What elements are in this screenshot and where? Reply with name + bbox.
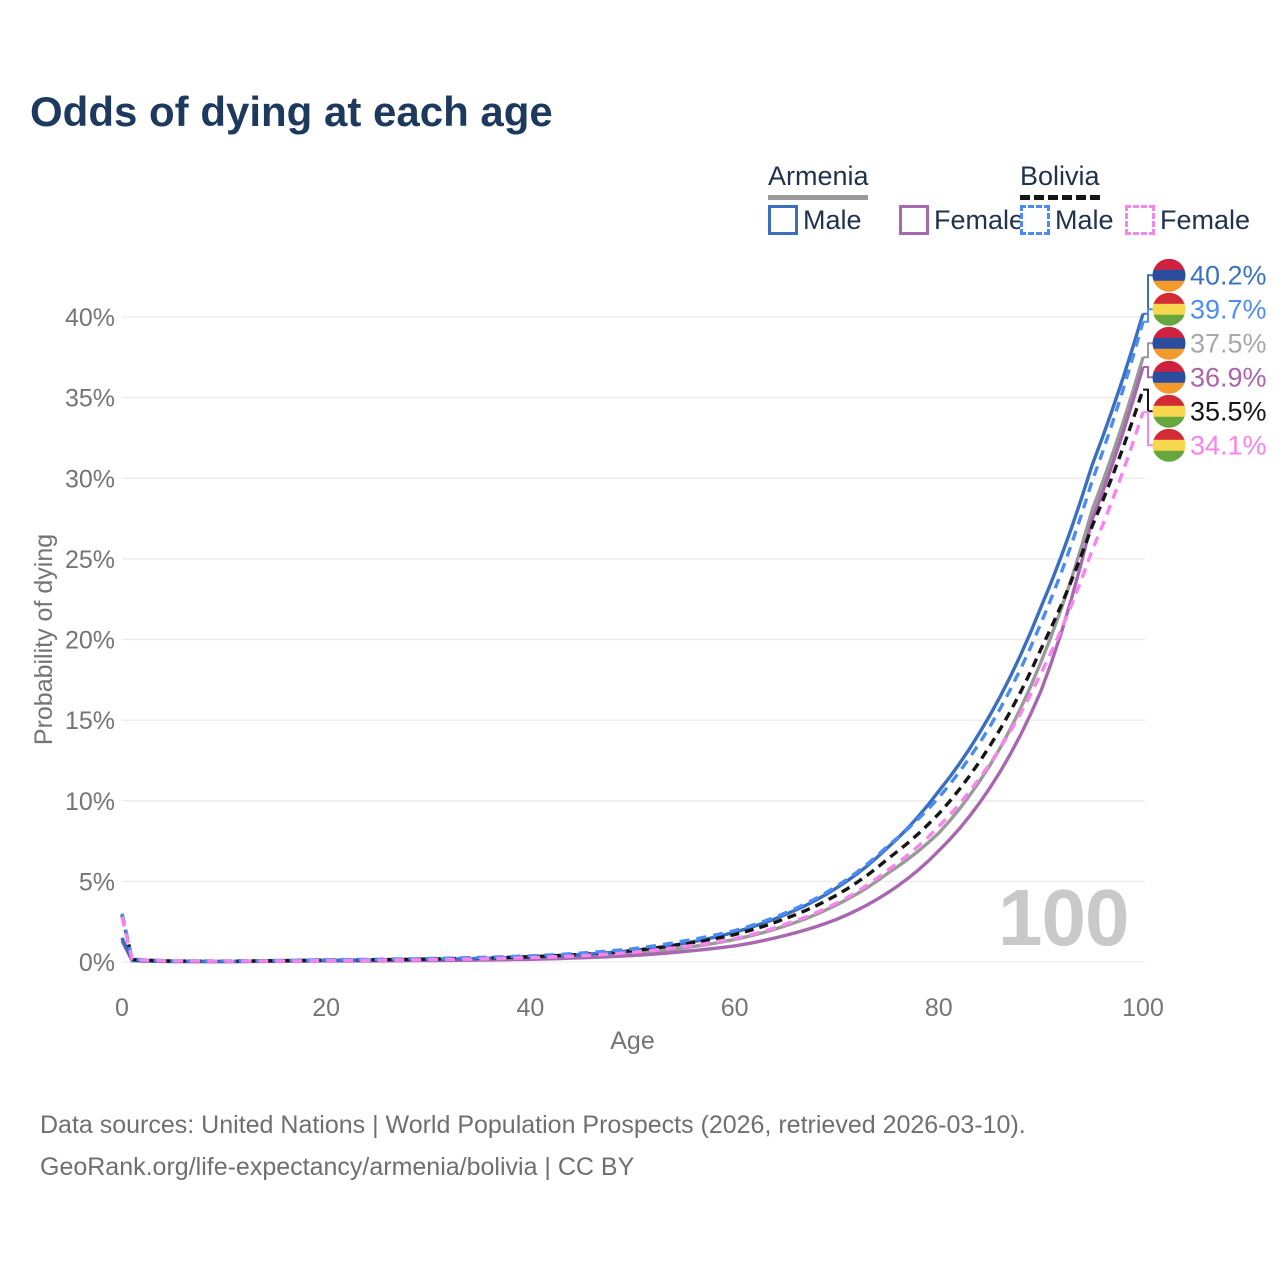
flag-stripe: [1152, 371, 1186, 384]
y-tick-20%: 20%: [65, 627, 115, 655]
y-tick-40%: 40%: [65, 304, 115, 332]
legend-item-bolivia-female[interactable]: Female: [1125, 204, 1250, 236]
y-tick-25%: 25%: [65, 546, 115, 574]
flag-stripe: [1152, 280, 1186, 292]
x-tick-60: 60: [721, 994, 749, 1022]
y-tick-10%: 10%: [65, 788, 115, 816]
legend-item-armenia-female[interactable]: Female: [899, 204, 1024, 236]
legend-item-label: Male: [803, 204, 862, 235]
flag-stripe: [1152, 292, 1186, 305]
flag-stripe: [1152, 326, 1186, 339]
flag-stripe: [1152, 382, 1186, 394]
x-tick-80: 80: [925, 994, 953, 1022]
armenia-flag-icon: [1152, 258, 1186, 292]
data-source-text: Data sources: United Nations | World Pop…: [40, 1111, 1026, 1139]
bolivia-female-swatch-icon: [1125, 205, 1155, 235]
flag-stripe: [1152, 394, 1186, 407]
end-label-bolivia-male: 39.7%: [1190, 294, 1267, 324]
armenia-female-swatch-icon: [899, 205, 929, 235]
attribution-text: GeoRank.org/life-expectancy/armenia/boli…: [40, 1153, 635, 1181]
line-chart: 0% 5% 10% 15% 20% 25% 30% 35% 40% 0 20 40 60 80 100 Age…: [30, 258, 1267, 1055]
leader-line-armenia-male: [1143, 274, 1153, 315]
x-tick-40: 40: [516, 994, 544, 1022]
flag-stripe: [1152, 450, 1186, 462]
armenia-male-swatch-icon: [768, 205, 798, 235]
legend-country-bolivia-label: Bolivia: [1020, 161, 1100, 191]
legend-item-label: Male: [1055, 204, 1114, 235]
y-tick-30%: 30%: [65, 465, 115, 493]
x-tick-100: 100: [1122, 994, 1164, 1022]
y-tick-0%: 0%: [79, 949, 115, 977]
flag-stripe: [1152, 405, 1186, 418]
legend-item-label: Female: [934, 204, 1025, 235]
age-indicator-watermark: 100: [998, 873, 1129, 962]
bolivia-line-style-sample: [1020, 195, 1100, 200]
end-label-armenia-both: 37.5%: [1190, 328, 1267, 358]
bolivia-flag-icon: [1152, 292, 1186, 326]
page-title: Odds of dying at each age: [30, 88, 553, 135]
bolivia-flag-icon: [1152, 428, 1186, 462]
footer: Data sources: United Nations | World Pop…: [40, 1104, 1026, 1188]
flag-stripe: [1152, 269, 1186, 282]
line-armenia-female[interactable]: [120, 366, 1145, 964]
leader-line-bolivia-male: [1143, 308, 1153, 323]
flag-stripe: [1152, 258, 1186, 271]
bolivia-male-swatch-icon: [1020, 205, 1050, 235]
y-tick-35%: 35%: [65, 385, 115, 413]
flag-stripe: [1152, 428, 1186, 441]
flag-stripe: [1152, 348, 1186, 360]
end-label-bolivia-both: 35.5%: [1190, 396, 1267, 426]
leader-line-armenia-female: [1143, 366, 1153, 379]
legend-item-bolivia-male[interactable]: Male: [1020, 204, 1114, 236]
legend-country-armenia[interactable]: Armenia: [768, 161, 869, 200]
leader-line-bolivia-both: [1143, 388, 1153, 413]
line-bolivia-male[interactable]: [120, 321, 1145, 963]
leader-line-armenia-both: [1143, 342, 1153, 359]
y-axis-label: Probability of dying: [30, 534, 58, 745]
leader-line-bolivia-female: [1143, 411, 1153, 447]
line-armenia-male[interactable]: [120, 313, 1145, 964]
flag-stripe: [1152, 416, 1186, 428]
flag-stripe: [1152, 337, 1186, 350]
x-axis-label: Age: [610, 1027, 654, 1055]
y-tick-5%: 5%: [79, 868, 115, 896]
flag-stripe: [1152, 314, 1186, 326]
flag-stripe: [1152, 439, 1186, 452]
armenia-line-style-sample: [768, 195, 868, 200]
legend-item-label: Female: [1160, 204, 1251, 235]
armenia-flag-icon: [1152, 326, 1186, 360]
end-label-armenia-male: 40.2%: [1190, 260, 1267, 290]
x-tick-0: 0: [115, 994, 129, 1022]
flag-stripe: [1152, 360, 1186, 373]
bolivia-flag-icon: [1152, 394, 1186, 428]
line-armenia-both[interactable]: [120, 356, 1145, 964]
legend-country-bolivia[interactable]: Bolivia: [1020, 161, 1100, 200]
end-label-armenia-female: 36.9%: [1190, 362, 1267, 392]
flag-stripe: [1152, 303, 1186, 316]
legend-item-armenia-male[interactable]: Male: [768, 204, 862, 236]
y-tick-15%: 15%: [65, 707, 115, 735]
line-bolivia-female[interactable]: [120, 411, 1145, 963]
end-label-bolivia-female: 34.1%: [1190, 430, 1267, 460]
line-bolivia-both[interactable]: [120, 389, 1145, 963]
chart-svg: 0% 5% 10% 15% 20% 25% 30% 35% 40% 0 20 40 60 80 100 Age…: [30, 258, 1267, 1055]
armenia-flag-icon: [1152, 360, 1186, 394]
legend-country-armenia-label: Armenia: [768, 161, 869, 191]
x-tick-20: 20: [312, 994, 340, 1022]
